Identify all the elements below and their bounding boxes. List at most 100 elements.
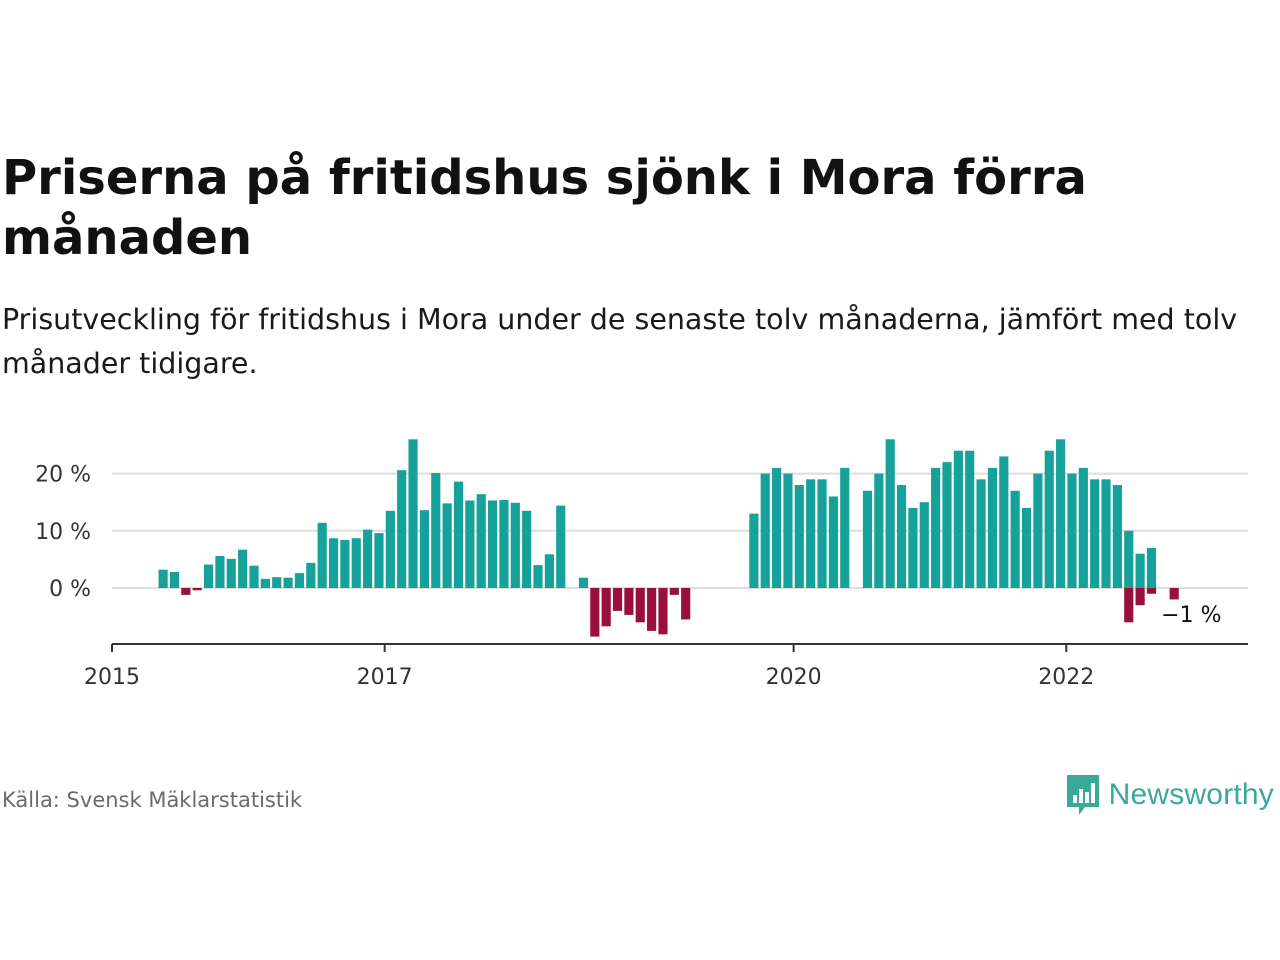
x-tick-label: 2017 bbox=[357, 665, 413, 690]
bar-2015-09 bbox=[203, 564, 214, 588]
bar-2022-07 bbox=[1135, 588, 1145, 606]
bar-2016-08 bbox=[328, 538, 339, 588]
bar-2017-02 bbox=[397, 470, 407, 588]
bar-2015-12 bbox=[238, 549, 248, 588]
bar-2021-12 bbox=[1056, 439, 1066, 588]
bar-2016-10 bbox=[351, 538, 361, 588]
brand-logo[interactable]: Newsworthy bbox=[1065, 773, 1274, 817]
bars bbox=[158, 439, 1179, 637]
bar-2020-03 bbox=[817, 479, 827, 588]
bar-2018-03 bbox=[544, 554, 554, 588]
bar-2021-10 bbox=[1033, 473, 1043, 588]
bar-2020-02 bbox=[806, 479, 816, 588]
bar-2021-04 bbox=[965, 450, 975, 588]
bar-2016-12 bbox=[374, 533, 384, 588]
chart-title: Priserna på fritidshus sjönk i Mora förr… bbox=[2, 150, 1087, 266]
bar-2019-10 bbox=[760, 473, 770, 588]
bar-2016-09 bbox=[340, 539, 350, 588]
bar-2021-07 bbox=[999, 456, 1009, 588]
bar-2018-02 bbox=[533, 565, 543, 588]
bar-2018-08 bbox=[601, 588, 611, 627]
bar-2015-10 bbox=[215, 555, 225, 588]
bar-2022-06 bbox=[1124, 530, 1134, 588]
bar-2021-08 bbox=[1010, 490, 1020, 588]
bar-2022-03 bbox=[1090, 479, 1100, 588]
newsworthy-logo-icon bbox=[1066, 775, 1099, 815]
bar-2016-05 bbox=[294, 573, 305, 588]
bar-2019-12 bbox=[783, 473, 793, 588]
bar-2016-03 bbox=[272, 577, 282, 588]
bar-2018-04 bbox=[556, 505, 566, 588]
bar-2018-09 bbox=[612, 588, 623, 611]
bar-2020-12 bbox=[919, 502, 929, 588]
bar-2020-08 bbox=[874, 473, 884, 588]
bar-2022-10 bbox=[1169, 588, 1179, 600]
bar-2021-11 bbox=[1044, 450, 1054, 588]
y-tick-label: 20 % bbox=[35, 463, 91, 488]
bar-2016-07 bbox=[317, 522, 327, 588]
bar-2020-10 bbox=[896, 485, 907, 588]
x-axis bbox=[111, 643, 1248, 652]
bar-chart: 0 % 10 % 20 % 2015 2017 2020 2022 −1 % bbox=[35, 439, 1248, 690]
bar-2016-06 bbox=[306, 562, 316, 588]
brand-name: Newsworthy bbox=[1108, 778, 1274, 811]
bar-2021-01 bbox=[931, 467, 941, 588]
bar-2017-06 bbox=[442, 503, 452, 588]
source-note: Källa: Svensk Mäklarstatistik bbox=[2, 788, 303, 812]
bar-2015-08 bbox=[192, 588, 202, 591]
bar-2017-07 bbox=[453, 481, 464, 588]
bar-2020-01 bbox=[794, 485, 804, 588]
bar-2020-09 bbox=[885, 439, 895, 588]
bar-2021-05 bbox=[976, 479, 986, 588]
bar-2016-11 bbox=[363, 529, 373, 588]
bar-2018-11 bbox=[635, 588, 645, 623]
bar-2017-08 bbox=[465, 500, 475, 588]
bar-2022-07 bbox=[1135, 553, 1145, 588]
bar-2017-10 bbox=[487, 500, 498, 588]
bar-2019-01 bbox=[658, 588, 668, 635]
bar-2018-12 bbox=[647, 588, 657, 631]
y-tick-label: 10 % bbox=[35, 520, 91, 545]
bar-2017-05 bbox=[431, 473, 441, 588]
bar-2019-03 bbox=[681, 588, 691, 620]
bar-2015-06 bbox=[169, 571, 180, 588]
bar-2015-11 bbox=[226, 558, 236, 588]
bar-2021-06 bbox=[987, 467, 998, 588]
last-value-label: −1 % bbox=[1161, 603, 1221, 628]
bar-2017-12 bbox=[510, 502, 520, 588]
bar-2020-04 bbox=[828, 496, 838, 588]
bar-2017-04 bbox=[419, 510, 429, 588]
bar-2021-09 bbox=[1021, 507, 1032, 588]
bar-2022-05 bbox=[1112, 485, 1122, 588]
bar-2022-08 bbox=[1146, 547, 1157, 588]
bar-2015-07 bbox=[181, 588, 191, 595]
bar-2022-08 bbox=[1146, 588, 1157, 594]
bar-2020-07 bbox=[862, 490, 873, 588]
bar-2018-01 bbox=[522, 510, 532, 588]
bar-2016-01 bbox=[249, 565, 259, 588]
x-tick-label: 2022 bbox=[1038, 665, 1094, 690]
grid-lines bbox=[112, 472, 1248, 589]
x-tick-label: 2020 bbox=[766, 665, 822, 690]
bar-2019-11 bbox=[772, 467, 782, 588]
bar-2018-06 bbox=[578, 577, 589, 588]
bar-2018-10 bbox=[624, 588, 634, 615]
bar-2019-02 bbox=[669, 588, 679, 595]
bar-2022-02 bbox=[1078, 467, 1088, 588]
bar-2022-01 bbox=[1067, 473, 1077, 588]
bar-2020-05 bbox=[840, 467, 850, 588]
bar-2020-11 bbox=[908, 507, 918, 588]
bar-2021-02 bbox=[942, 462, 952, 588]
y-tick-label: 0 % bbox=[49, 577, 91, 602]
axis-labels: 0 % 10 % 20 % 2015 2017 2020 2022 bbox=[35, 463, 1094, 690]
bar-2018-07 bbox=[590, 588, 600, 637]
bar-2017-01 bbox=[385, 510, 395, 588]
bar-2015-05 bbox=[158, 569, 168, 588]
bar-2021-03 bbox=[953, 450, 963, 588]
annotation: −1 % bbox=[1161, 603, 1221, 628]
bar-2017-03 bbox=[408, 439, 418, 588]
bar-2019-09 bbox=[749, 513, 759, 588]
bar-2016-04 bbox=[283, 577, 293, 588]
x-tick-label: 2015 bbox=[84, 665, 140, 690]
bar-2016-02 bbox=[260, 578, 270, 588]
